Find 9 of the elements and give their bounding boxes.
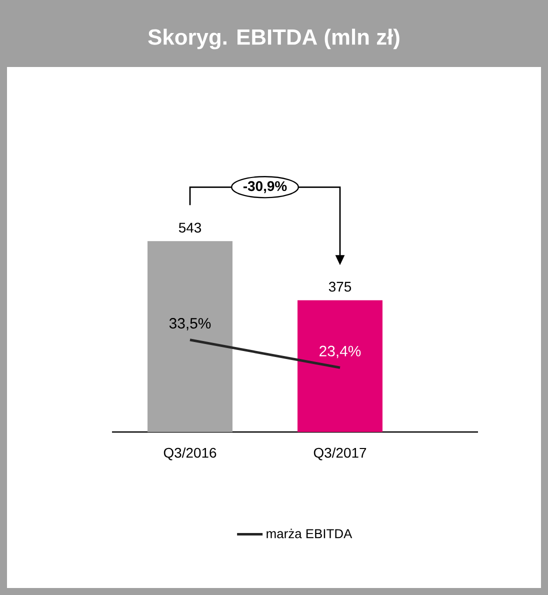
data-label: 543 — [178, 222, 202, 233]
data-label: 33,5% — [169, 318, 211, 330]
text: -30,9% — [243, 181, 287, 194]
chart-title: Skoryg. EBITDA (mln zł) — [148, 28, 400, 50]
legend-label: marża EBITDA — [266, 528, 352, 538]
x-tick-label: Q3/2017 — [314, 448, 366, 460]
data-label: 23,4% — [320, 346, 361, 358]
x-tick-label: Q3/2016 — [164, 448, 216, 460]
data-label: 375 — [328, 282, 352, 292]
